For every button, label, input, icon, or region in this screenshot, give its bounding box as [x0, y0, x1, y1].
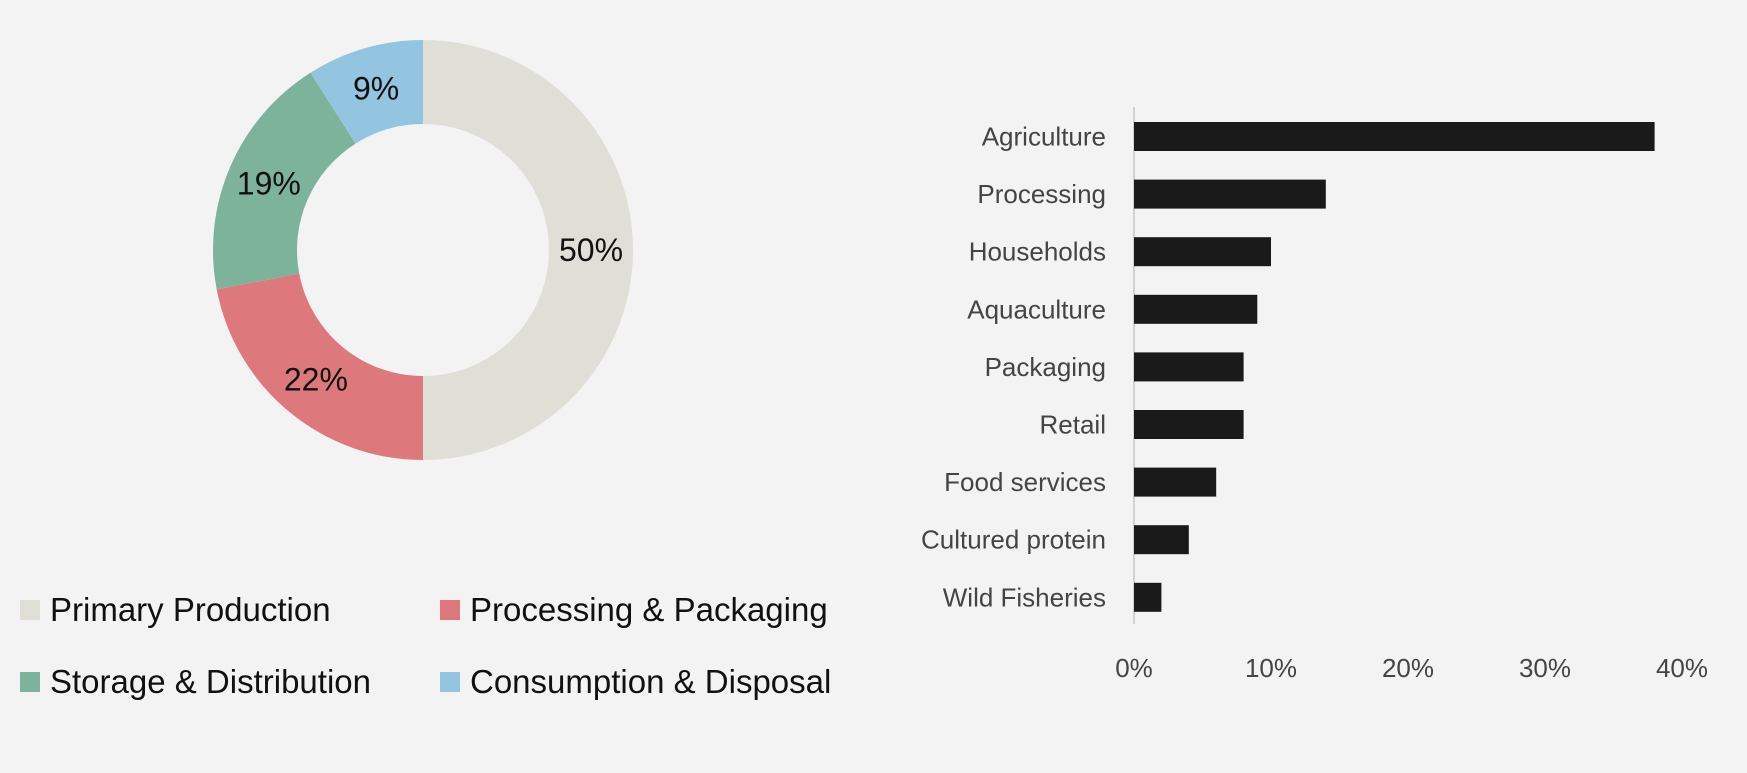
category-label: Aquaculture	[967, 294, 1106, 324]
category-label: Food services	[944, 467, 1106, 497]
legend-swatch	[440, 672, 460, 692]
bar	[1134, 525, 1189, 555]
bar	[1134, 410, 1244, 439]
donut-slice	[216, 273, 423, 460]
donut-legend: Primary Production Processing & Packagin…	[20, 590, 900, 702]
bar	[1134, 179, 1326, 209]
legend-label: Processing & Packaging	[470, 591, 828, 628]
legend-swatch	[20, 672, 40, 692]
x-tick-label: 20%	[1382, 653, 1434, 683]
category-label: Processing	[977, 179, 1106, 209]
legend-item-storage-distribution: Storage & Distribution	[20, 662, 440, 702]
category-label: Cultured protein	[921, 525, 1106, 555]
category-label: Wild Fisheries	[943, 582, 1106, 612]
category-label: Retail	[1040, 410, 1106, 440]
bar	[1134, 582, 1162, 612]
legend-item-primary-production: Primary Production	[20, 590, 440, 630]
slice-data-label: 22%	[284, 361, 348, 397]
legend-item-consumption-disposal: Consumption & Disposal	[440, 662, 900, 702]
category-label: Households	[969, 237, 1106, 267]
x-tick-label: 30%	[1519, 653, 1571, 683]
bar	[1134, 467, 1217, 497]
category-label: Packaging	[985, 352, 1106, 382]
donut-chart: 50% 22% 19% 9%	[213, 40, 633, 460]
bar	[1134, 237, 1271, 267]
x-tick-label: 40%	[1656, 653, 1708, 683]
category-label: Agriculture	[982, 122, 1106, 152]
donut-slice	[423, 40, 633, 460]
x-tick-label: 10%	[1245, 653, 1297, 683]
bar	[1134, 122, 1655, 151]
legend-swatch	[440, 600, 460, 620]
bar	[1134, 294, 1258, 324]
slice-data-label: 19%	[237, 165, 301, 201]
slice-data-label: 50%	[559, 232, 623, 268]
legend-label: Primary Production	[50, 591, 331, 628]
legend-swatch	[20, 600, 40, 620]
x-tick-label: 0%	[1115, 653, 1153, 683]
legend-item-processing-packaging: Processing & Packaging	[440, 590, 900, 630]
slice-data-label: 9%	[353, 71, 399, 107]
legend-label: Consumption & Disposal	[470, 663, 832, 700]
donut-slice	[310, 40, 423, 144]
legend-label: Storage & Distribution	[50, 663, 371, 700]
bar	[1134, 352, 1244, 382]
donut-slice	[213, 72, 356, 290]
